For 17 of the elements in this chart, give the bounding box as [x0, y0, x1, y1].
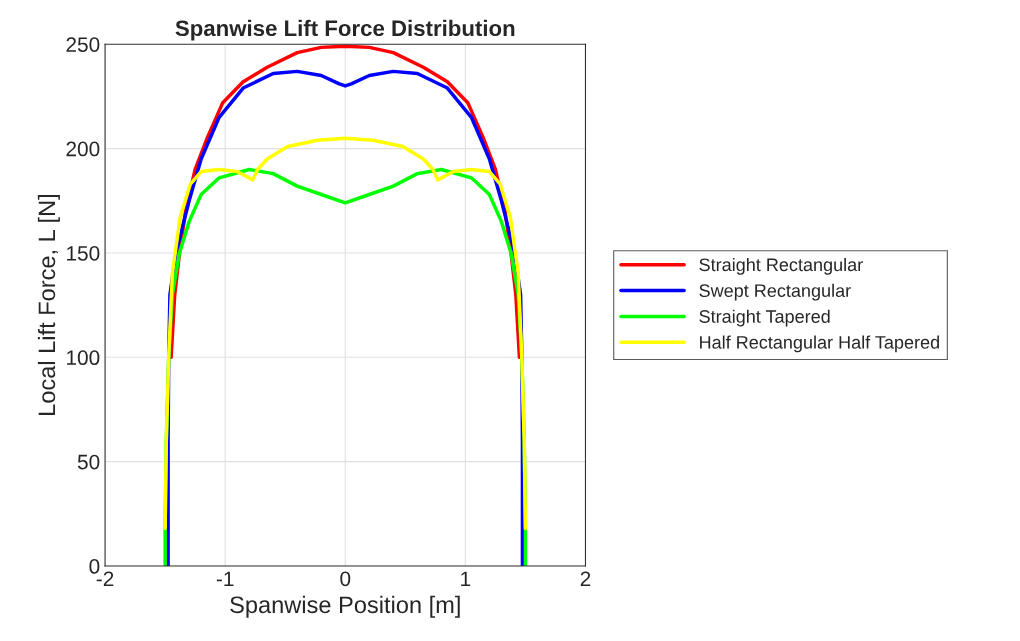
y-tick-label: 100 — [67, 350, 100, 366]
legend-label: Half Rectangular Half Tapered — [700, 335, 939, 353]
chart-title: Spanwise Lift Force Distribution — [175, 19, 515, 41]
y-tick-label: 150 — [67, 245, 100, 261]
x-axis-title: Spanwise Position [m] — [230, 595, 460, 618]
y-tick-label: 50 — [77, 454, 100, 470]
y-tick-label: 250 — [66, 37, 100, 52]
line-series — [163, 136, 528, 531]
x-tick-label: -1 — [216, 571, 234, 586]
legend-label: Straight Tapered — [699, 309, 830, 327]
x-tick-label: 2 — [580, 571, 591, 586]
x-tick-label: 1 — [461, 571, 471, 586]
x-tick-label: 0 — [340, 571, 351, 587]
y-axis-title: Local Lift Force, L [N] — [37, 195, 60, 415]
legend-label: Swept Rectangular — [699, 283, 851, 301]
y-tick-label: 200 — [66, 141, 100, 157]
legend-label: Straight Rectangular — [699, 257, 863, 275]
